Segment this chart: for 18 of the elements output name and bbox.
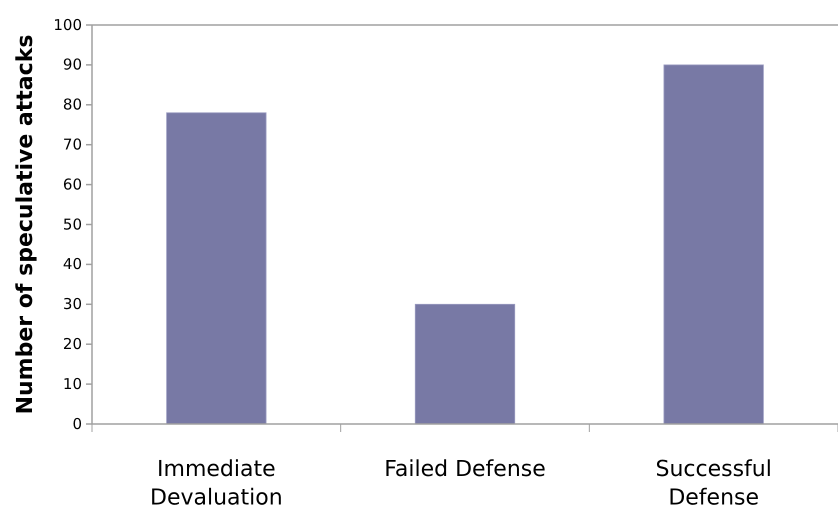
y-tick-label: 70 <box>62 136 82 154</box>
y-tick-label: 60 <box>62 175 82 194</box>
bar <box>414 304 516 424</box>
y-tick-label: 100 <box>53 16 82 34</box>
x-tick-label: Failed Defense <box>384 457 546 482</box>
y-tick-label: 80 <box>62 96 82 114</box>
y-tick-label: 90 <box>62 56 82 74</box>
y-tick-label: 50 <box>62 215 82 234</box>
y-tick-label: 40 <box>62 255 82 274</box>
x-tick-label: Immediate Devaluation <box>150 457 283 507</box>
bar <box>664 64 764 424</box>
y-axis-title: Number of speculative attacks <box>13 34 38 414</box>
y-tick-label: 10 <box>62 374 82 393</box>
bar <box>166 112 266 424</box>
y-tick-label: 30 <box>62 295 82 314</box>
y-tick-label: 20 <box>62 335 82 353</box>
y-tick-label: 0 <box>72 414 82 433</box>
x-tick-label: Successful Defense <box>655 457 772 507</box>
